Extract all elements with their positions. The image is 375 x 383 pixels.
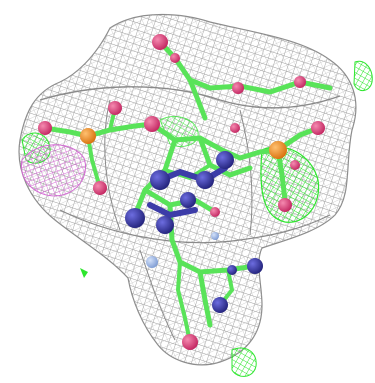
molecule-atoms bbox=[38, 34, 325, 350]
magenta-density-mesh bbox=[20, 144, 86, 197]
gray-density-mesh bbox=[18, 13, 357, 366]
